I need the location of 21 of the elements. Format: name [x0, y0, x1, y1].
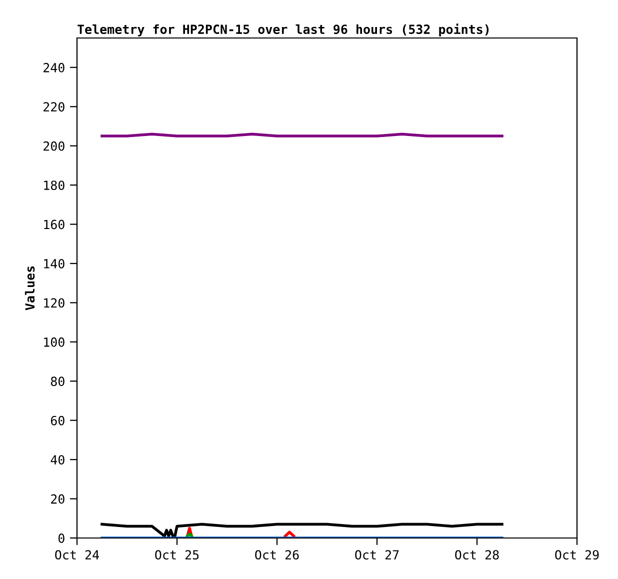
- x-tick-label: Oct 29: [555, 550, 599, 560]
- y-tick-label: 40: [50, 455, 64, 465]
- y-tick-label: 180: [44, 180, 64, 190]
- y-tick-label: 220: [44, 102, 64, 112]
- x-tick-label: Oct 27: [355, 550, 399, 560]
- y-axis-title: Values: [24, 266, 35, 310]
- y-tick-label: 60: [50, 416, 64, 426]
- x-tick-label: Oct 28: [455, 550, 499, 560]
- y-tick-label: 200: [44, 141, 64, 151]
- y-tick-label: 20: [51, 494, 64, 504]
- y-tick-label: 100: [44, 337, 64, 347]
- y-tick-label: 160: [44, 220, 64, 230]
- y-tick-label: 240: [44, 62, 64, 72]
- y-tick-label: 140: [44, 258, 64, 268]
- chart-title: Telemetry for HP2PCN-15 over last 96 hours (532 points): [78, 24, 489, 36]
- y-tick-label: 120: [44, 298, 64, 308]
- x-tick-label: Oct 26: [255, 550, 299, 560]
- x-tick-label: Oct 25: [155, 550, 199, 560]
- y-tick-label: 80: [50, 376, 64, 386]
- x-tick-label: Oct 24: [55, 550, 99, 560]
- y-tick-label: 0: [58, 534, 64, 543]
